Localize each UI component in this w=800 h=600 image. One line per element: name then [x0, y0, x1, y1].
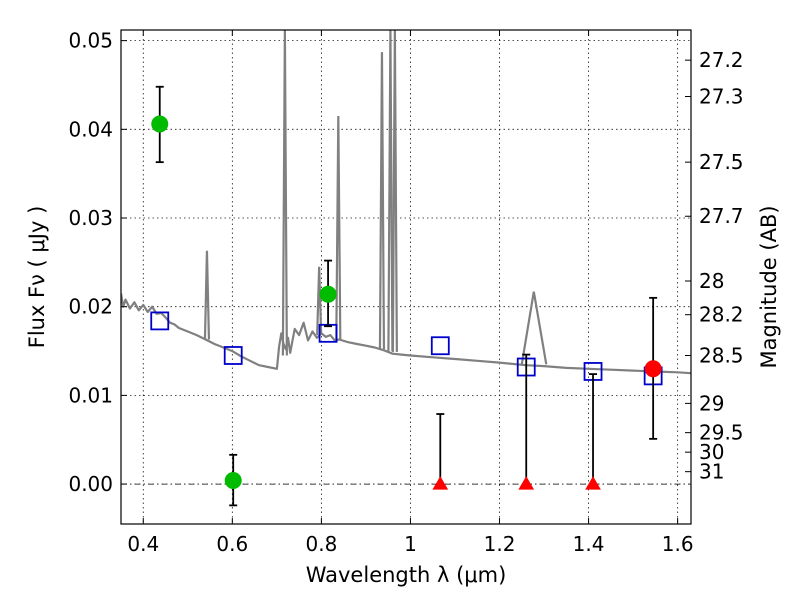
emission-line	[391, 30, 398, 352]
emission-line	[281, 30, 288, 356]
emission-bump	[520, 291, 548, 365]
spectrum-line	[121, 293, 691, 375]
y2-axis-label: Magnitude (AB)	[757, 205, 781, 368]
x-axis-label: Wavelength λ (μm)	[306, 563, 507, 587]
model-photometry-square	[223, 346, 243, 365]
x-tick-label: 1.4	[573, 532, 605, 556]
upper-limit-triangle	[432, 476, 449, 490]
upper-limit-triangle	[585, 476, 601, 490]
y2-tick-label: 29	[699, 391, 724, 415]
detection-point	[151, 115, 169, 133]
plot-frame	[120, 29, 692, 525]
emission-line	[378, 52, 386, 350]
x-tick-label: 1	[404, 532, 417, 556]
y2-tick-label: 31	[699, 460, 724, 484]
nir-detection-point	[644, 360, 662, 378]
y2-tick-label: 27.7	[699, 204, 744, 228]
y2-tick-label: 27.2	[699, 48, 744, 72]
emission-line	[387, 30, 394, 352]
detection-point	[224, 472, 242, 490]
y-tick-label: 0.01	[68, 383, 113, 407]
detection-point	[319, 285, 337, 303]
y-tick-label: 0.03	[68, 206, 113, 230]
x-tick-label: 0.6	[216, 532, 248, 556]
y-tick-label: 0.05	[68, 29, 113, 53]
y-tick-label: 0.00	[68, 472, 113, 496]
x-tick-label: 0.4	[127, 532, 159, 556]
y2-tick-label: 27.3	[699, 85, 744, 109]
plot-area	[121, 30, 691, 507]
emission-line	[203, 250, 211, 340]
y2-tick-label: 28.5	[699, 343, 744, 367]
emission-line	[335, 116, 342, 340]
y-axis-label: Flux Fν ( μJy )	[25, 206, 49, 349]
model-photometry-square	[150, 311, 170, 331]
y2-tick-label: 30	[699, 440, 724, 464]
y2-tick-label: 29.5	[699, 421, 744, 445]
emission-line	[316, 266, 323, 336]
upper-limit-triangle	[518, 476, 535, 490]
x-tick-label: 1.2	[484, 532, 516, 556]
grid	[121, 30, 691, 524]
y-tick-label: 0.04	[68, 117, 113, 141]
model-photometry-square	[430, 336, 450, 356]
y2-tick-label: 27.5	[699, 150, 744, 174]
axes: 0.4 0.6 0.8 1 1.2 1.4 1.6 0.00 0.01 0.02 0.03 0.04 0…	[68, 29, 743, 556]
x-tick-label: 1.6	[662, 532, 694, 556]
y-tick-label: 0.02	[68, 295, 113, 319]
x-tick-label: 0.8	[305, 532, 337, 556]
y2-tick-label: 28.2	[699, 303, 744, 327]
y2-tick-label: 28	[699, 269, 724, 293]
